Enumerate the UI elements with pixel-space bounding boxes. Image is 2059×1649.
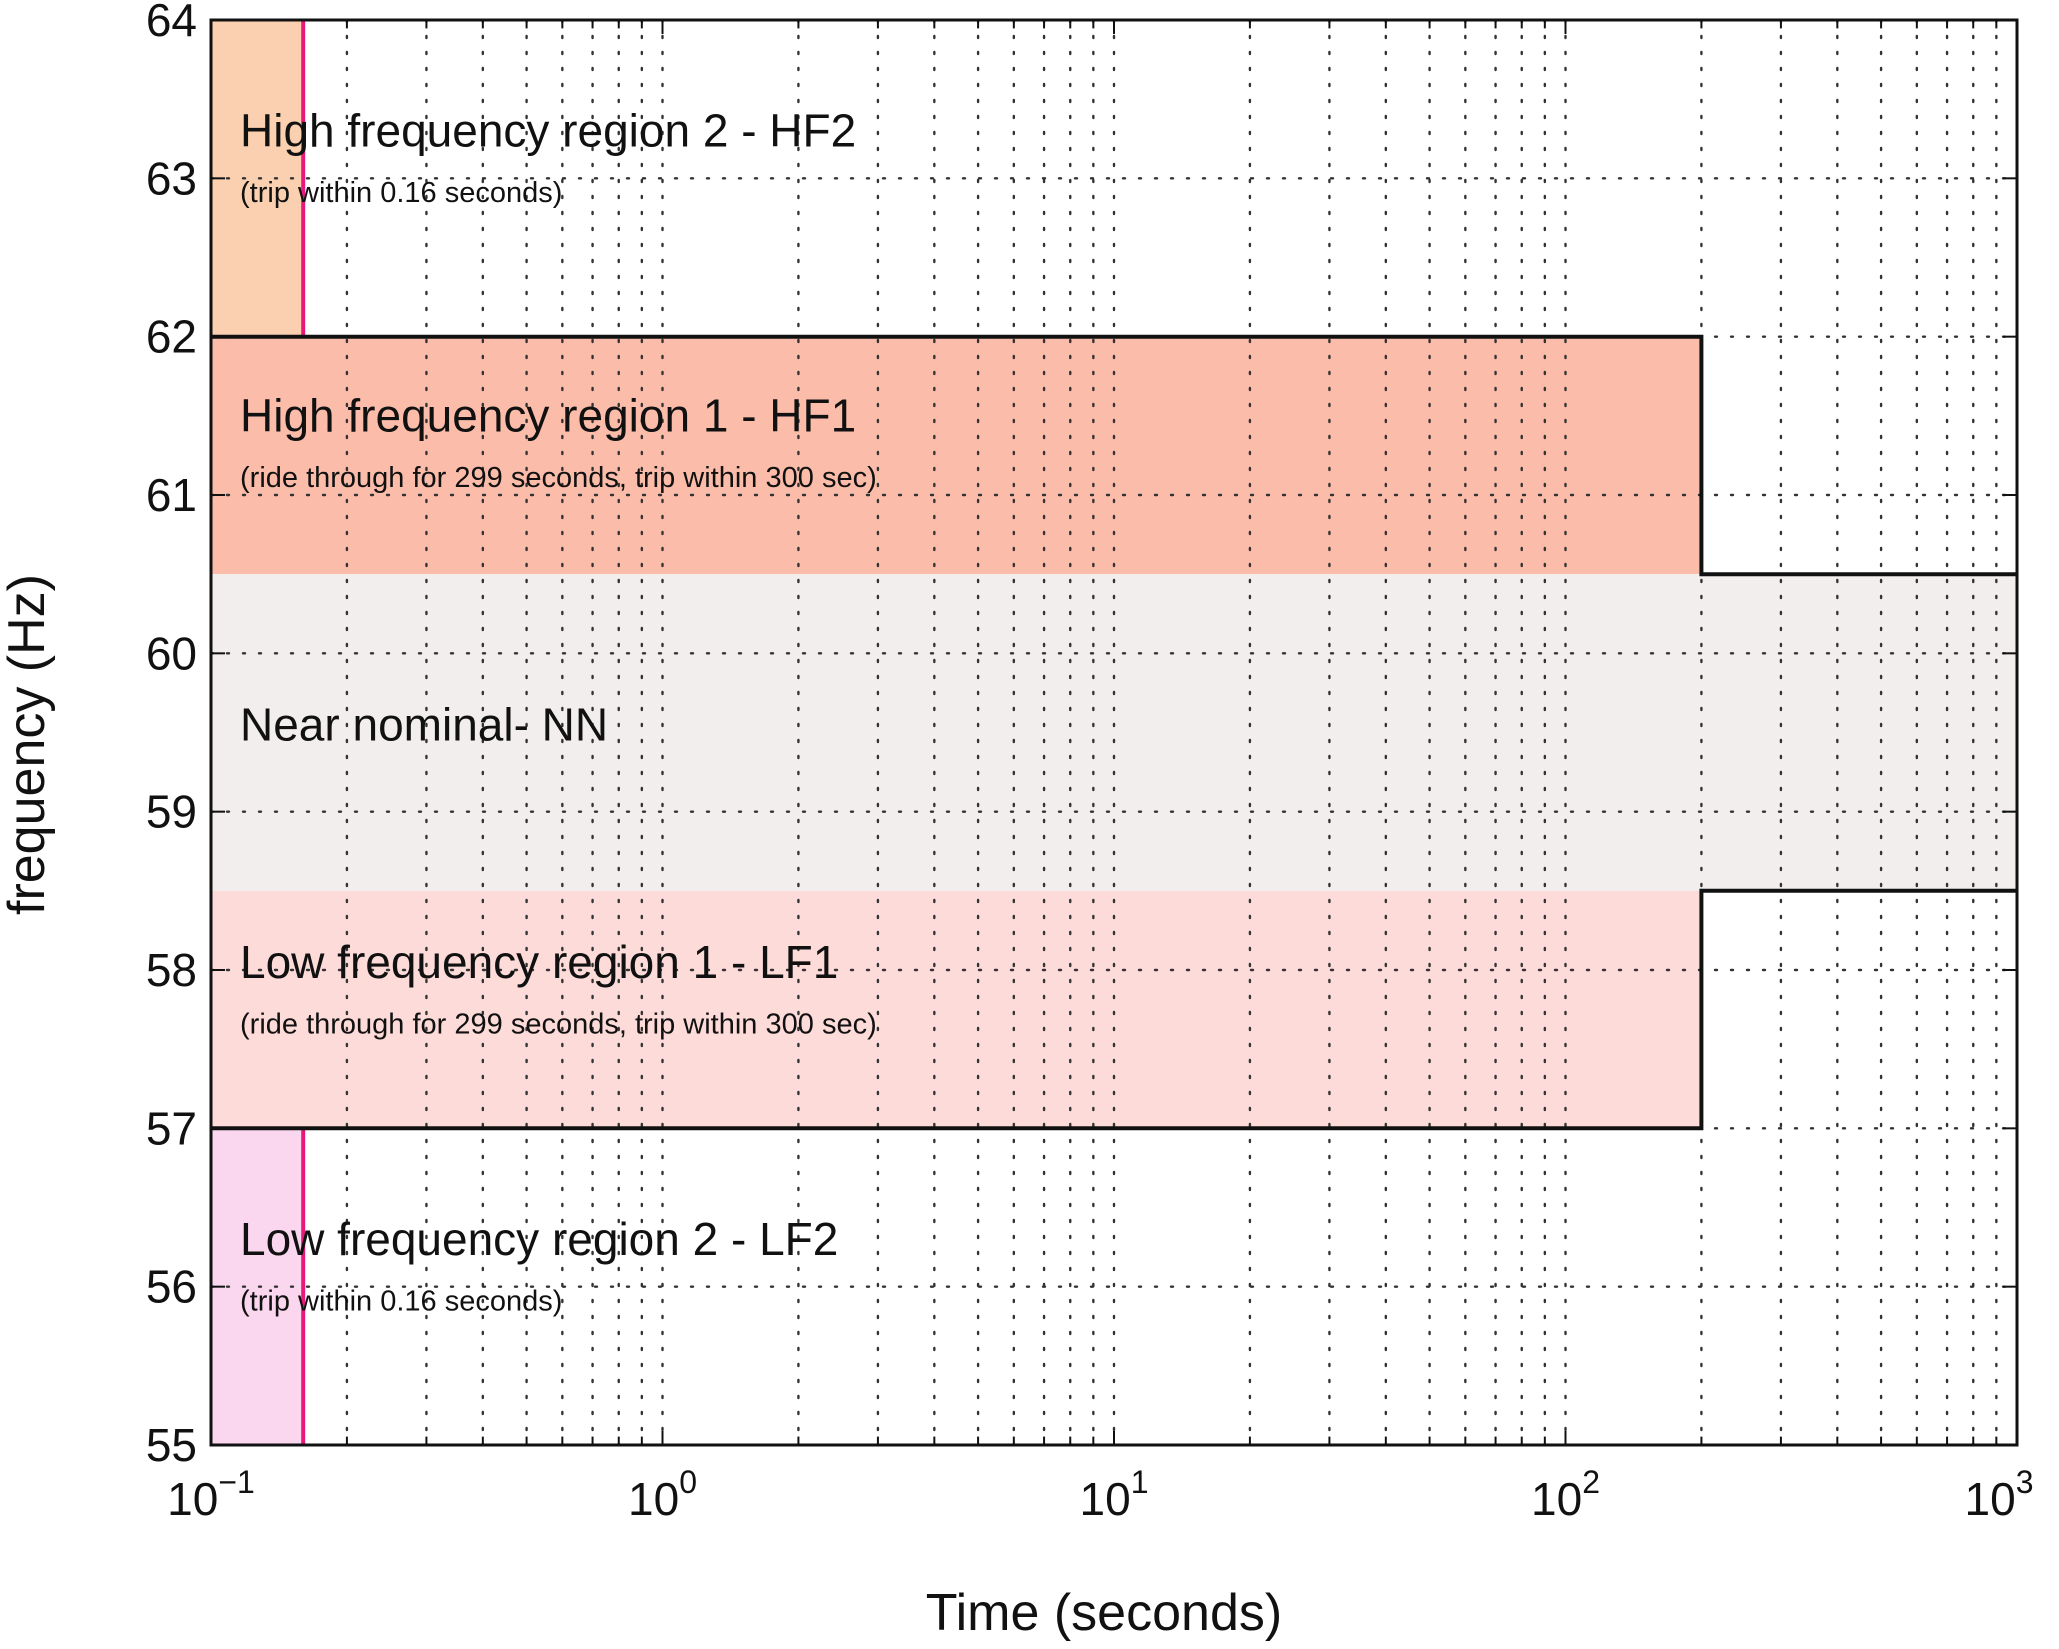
region-label-lf2: Low frequency region 2 - LF2 [240,1213,838,1265]
region-labels-layer: High frequency region 2 - HF2 (trip withi… [240,105,877,1318]
region-note-lf1: (ride through for 299 seconds, trip with… [240,1008,877,1040]
region-lf1 [211,890,1702,1129]
y-tick-label: 62 [146,311,197,363]
y-tick-label: 64 [146,0,197,46]
region-hf1 [211,336,1702,575]
region-label-hf2: High frequency region 2 - HF2 [240,105,856,157]
y-tick-label: 60 [146,627,197,679]
x-tick-label: 102 [1531,1464,1600,1525]
plot-frame-layer [209,18,2019,1447]
upper-boundary-line [211,334,2017,577]
grid-layer [209,18,2019,1447]
region-note-hf1: (ride through for 299 seconds, trip with… [240,462,877,494]
region-label-hf1: High frequency region 1 - HF1 [240,390,856,442]
y-axis-label: frequency (Hz) [0,574,56,915]
region-label-lf1: Low frequency region 1 - LF1 [240,936,838,988]
boundary-lines-layer [211,20,2017,1445]
region-note-hf2: (trip within 0.16 seconds) [240,177,562,209]
lower-boundary-line [211,888,2017,1131]
region-note-lf2: (trip within 0.16 seconds) [240,1285,562,1317]
y-tick-label: 63 [146,152,197,204]
x-tick-label: 103 [1965,1464,2034,1525]
x-tick-label: 101 [1080,1464,1149,1525]
y-tick-label: 61 [146,469,197,521]
y-tick-label: 55 [146,1419,197,1471]
x-tick-label: 100 [628,1464,697,1525]
tick-labels-layer: 55 56 57 58 59 60 61 62 63 64 10−1 100 101 102 103 [146,0,2034,1525]
y-tick-label: 57 [146,1102,197,1154]
y-tick-label: 56 [146,1261,197,1313]
y-tick-label: 59 [146,786,197,838]
region-label-nn: Near nominal- NN [240,698,608,750]
x-tick-label: 10−1 [167,1464,255,1525]
x-axis-label: Time (seconds) [926,1584,1282,1642]
y-tick-label: 58 [146,944,197,996]
